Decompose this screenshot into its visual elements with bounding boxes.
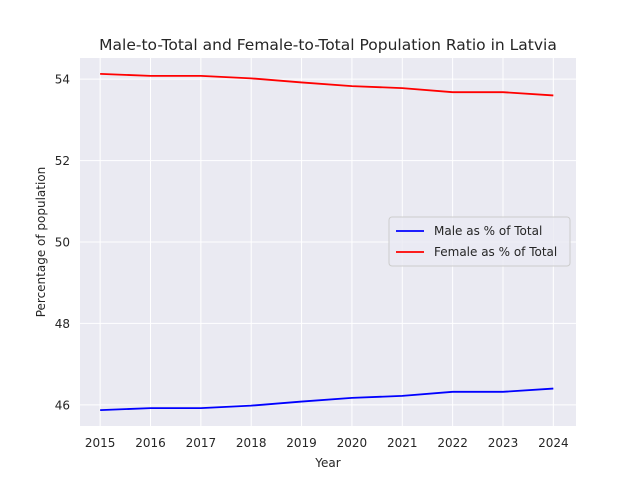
series-line-0 (100, 387, 554, 412)
x-axis-label: Year (314, 456, 340, 470)
x-tick-label: 2015 (85, 436, 116, 450)
y-tick-label: 46 (55, 398, 70, 412)
x-tick-label: 2019 (286, 436, 317, 450)
x-tick-label: 2023 (488, 436, 519, 450)
x-tick-label: 2017 (186, 436, 217, 450)
tick-labels: 2015 2016 2017 2018 2019 2020 2021 2022 2023 2024… (55, 73, 569, 450)
legend-label-female: Female as % of Total (434, 245, 557, 259)
x-tick-label: 2022 (437, 436, 468, 450)
legend-box (388, 216, 571, 267)
x-tick-label: 2024 (538, 436, 569, 450)
x-tick-label: 2018 (236, 436, 267, 450)
y-axis-label: Percentage of population (34, 167, 48, 318)
y-tick-label: 48 (55, 317, 70, 331)
y-tick-label: 52 (55, 154, 70, 168)
series-group (100, 72, 554, 412)
x-tick-label: 2020 (337, 436, 368, 450)
y-tick-label: 54 (55, 73, 70, 87)
legend: Male as % of Total Female as % of Total (388, 216, 571, 267)
x-tick-label: 2016 (135, 436, 166, 450)
legend-label-male: Male as % of Total (434, 224, 542, 238)
y-tick-label: 50 (55, 236, 70, 250)
x-tick-label: 2021 (387, 436, 418, 450)
chart-title: Male-to-Total and Female-to-Total Popula… (99, 36, 557, 54)
series-line-1 (100, 72, 554, 97)
